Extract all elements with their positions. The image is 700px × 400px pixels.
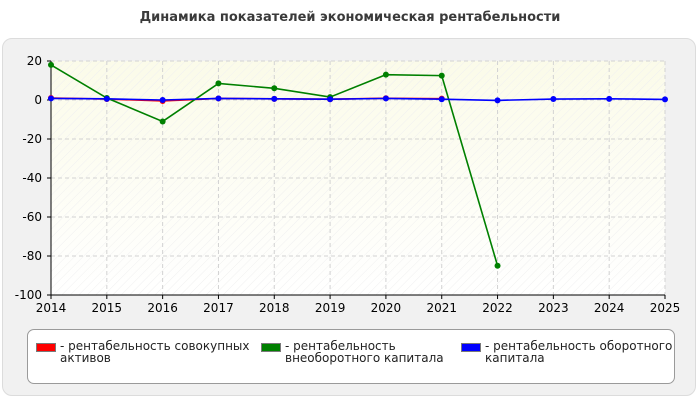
x-tick-labels: 2014 2015 2016 2017 2018 2019 2020 2021 2022 2023…	[36, 295, 681, 315]
data-point	[159, 97, 166, 103]
series-line	[50, 97, 666, 102]
x-tick-label: 2022	[482, 301, 513, 315]
data-point	[215, 80, 222, 87]
x-tick-label: 2023	[538, 301, 569, 315]
data-point	[271, 95, 278, 102]
chart-title: Динамика показателей экономическая рента…	[139, 10, 561, 25]
data-point	[494, 262, 501, 269]
y-tick-label: -60	[22, 210, 42, 224]
x-tick-label: 2019	[315, 301, 346, 315]
data-point	[662, 96, 668, 103]
x-tick-label: 2020	[371, 301, 402, 315]
legend-label: рентабельность оборотного капитала	[485, 340, 675, 364]
x-tick-label: 2021	[426, 301, 457, 315]
data-point	[48, 95, 54, 102]
x-tick-label: 2024	[594, 301, 625, 315]
data-point	[382, 95, 389, 102]
series-lines	[48, 61, 668, 269]
data-point	[271, 85, 278, 92]
x-tick-label: 2014	[36, 301, 67, 315]
y-tick-labels: 20 0 -20 -40 -60 -80 -100	[15, 54, 51, 302]
series-2	[48, 95, 668, 104]
data-point	[550, 96, 557, 103]
x-tick-label: 2017	[203, 301, 234, 315]
data-point	[48, 61, 54, 68]
data-point	[438, 72, 445, 79]
x-tick-label: 2016	[147, 301, 178, 315]
data-point	[606, 95, 613, 102]
y-tick-label: 0	[34, 93, 42, 107]
legend-label: рентабельность внеоборотного капитала	[285, 340, 445, 364]
x-tick-label: 2018	[259, 301, 290, 315]
legend: рентабельность совокупных активов рентаб…	[27, 329, 675, 384]
data-point	[159, 118, 166, 125]
data-point	[215, 95, 222, 102]
x-tick-label: 2025	[650, 301, 681, 315]
data-point	[327, 96, 334, 103]
data-point	[103, 95, 110, 102]
data-point	[382, 71, 389, 78]
legend-swatch-blue	[461, 343, 481, 352]
legend-label: рентабельность совокупных активов	[60, 340, 250, 364]
data-point	[494, 97, 501, 104]
y-tick-label: -100	[15, 288, 42, 302]
y-tick-label: -40	[22, 171, 42, 185]
data-point	[438, 96, 445, 103]
y-tick-label: -20	[22, 132, 42, 146]
x-tick-label: 2015	[92, 301, 123, 315]
y-tick-label: -80	[22, 249, 42, 263]
legend-swatch-green	[261, 343, 281, 352]
y-tick-label: 20	[27, 54, 42, 68]
legend-swatch-red	[36, 343, 56, 352]
